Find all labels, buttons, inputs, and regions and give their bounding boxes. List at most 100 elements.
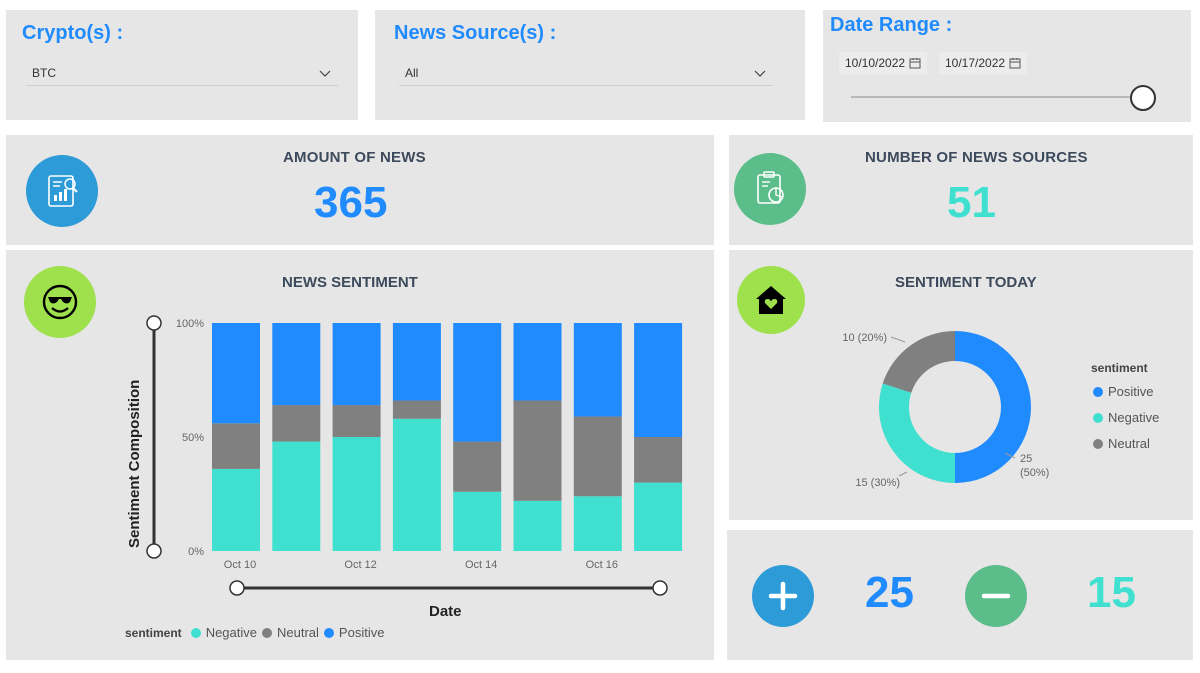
chevron-down-icon bbox=[754, 70, 766, 77]
legend-label-positive: Positive bbox=[1108, 384, 1154, 399]
x-axis-slider-handle-left[interactable] bbox=[229, 580, 245, 596]
x-tick-label: Oct 16 bbox=[586, 559, 618, 571]
legend-swatch-positive bbox=[1093, 386, 1103, 397]
bar-segment-positive[interactable] bbox=[272, 323, 321, 406]
legend-item-negative: Negative bbox=[1093, 410, 1159, 425]
donut-slice-neutral[interactable] bbox=[882, 331, 955, 393]
sentiment-today-legend-title: sentiment bbox=[1091, 361, 1148, 375]
bar-segment-neutral[interactable] bbox=[573, 416, 622, 497]
bar-segment-positive[interactable] bbox=[212, 323, 260, 424]
bar-segment-neutral[interactable] bbox=[513, 400, 562, 501]
bar-segment-positive[interactable] bbox=[573, 323, 622, 417]
bar-segment-negative[interactable] bbox=[272, 441, 321, 551]
negative-count-value: 15 bbox=[1087, 568, 1136, 617]
legend-swatch-negative bbox=[1093, 412, 1103, 423]
bar-segment-positive[interactable] bbox=[453, 323, 502, 442]
x-tick-label: Oct 14 bbox=[465, 559, 497, 571]
sunglasses-smiley-icon bbox=[24, 266, 96, 338]
crypto-filter-panel: Crypto(s) : BTC bbox=[6, 10, 358, 120]
news-sentiment-title: NEWS SENTIMENT bbox=[282, 274, 418, 291]
bar-segment-neutral[interactable] bbox=[634, 437, 683, 483]
bar-segment-neutral[interactable] bbox=[392, 400, 441, 419]
report-chart-icon bbox=[26, 155, 98, 227]
bar-segment-neutral[interactable] bbox=[212, 423, 260, 469]
legend-label-negative: Negative bbox=[1108, 410, 1160, 425]
date-range-slider-handle[interactable] bbox=[1130, 85, 1156, 111]
number-of-sources-card: NUMBER OF NEWS SOURCES 51 bbox=[729, 135, 1193, 245]
bar-segment-negative[interactable] bbox=[634, 482, 683, 551]
bar-segment-negative[interactable] bbox=[392, 418, 441, 551]
legend-swatch-neutral bbox=[262, 627, 272, 638]
news-source-filter-title: News Source(s) : bbox=[394, 22, 557, 44]
y-axis-slider-handle-bottom[interactable] bbox=[146, 543, 162, 559]
bar-segment-positive[interactable] bbox=[513, 323, 562, 401]
amount-of-news-value: 365 bbox=[314, 178, 388, 227]
news-sentiment-legend: sentiment Negative Neutral Positive bbox=[125, 625, 384, 640]
amount-of-news-card: AMOUNT OF NEWS 365 bbox=[6, 135, 714, 245]
end-date-input[interactable]: 10/17/2022 bbox=[939, 52, 1028, 74]
legend-swatch-neutral bbox=[1093, 438, 1103, 449]
number-of-sources-title: NUMBER OF NEWS SOURCES bbox=[865, 149, 1088, 166]
bar-segment-negative[interactable] bbox=[332, 437, 381, 551]
y-tick-label: 0% bbox=[188, 546, 204, 558]
x-tick-label: Oct 12 bbox=[344, 559, 376, 571]
legend-label-positive: Positive bbox=[338, 625, 385, 640]
x-axis-title: Date bbox=[429, 603, 462, 620]
donut-slice-positive[interactable] bbox=[955, 331, 1031, 483]
y-tick-label: 100% bbox=[176, 318, 204, 330]
number-of-sources-value: 51 bbox=[947, 178, 996, 227]
donut-slice-negative[interactable] bbox=[879, 383, 955, 483]
donut-data-label-negative: 15 (30%) bbox=[855, 477, 900, 489]
house-heart-icon bbox=[737, 266, 805, 334]
legend-item-neutral: Neutral bbox=[1093, 436, 1150, 451]
plus-icon bbox=[752, 565, 814, 627]
bar-segment-positive[interactable] bbox=[634, 323, 683, 437]
calendar-icon bbox=[1009, 58, 1021, 69]
sentiment-today-chart: 25 (50%) 15 (30%) 10 (20%) bbox=[842, 331, 1049, 489]
donut-label-leader bbox=[1004, 452, 1016, 459]
bar-segment-positive[interactable] bbox=[392, 323, 441, 401]
news-source-dropdown[interactable]: All bbox=[399, 60, 773, 86]
legend-item-positive: Positive bbox=[1093, 384, 1154, 399]
bar-segment-positive[interactable] bbox=[332, 323, 381, 406]
bar-segment-negative[interactable] bbox=[212, 468, 260, 551]
donut-data-label-neutral: 10 (20%) bbox=[842, 332, 887, 344]
news-sentiment-chart: 100% 50% 0% Oct 10 Oct 12 Oct 14 Oct 16 bbox=[146, 315, 683, 596]
bar-segment-negative[interactable] bbox=[513, 500, 562, 551]
crypto-dropdown[interactable]: BTC bbox=[26, 60, 338, 86]
donut-label-leader bbox=[898, 471, 908, 477]
crypto-filter-title: Crypto(s) : bbox=[22, 22, 124, 44]
news-source-dropdown-value: All bbox=[405, 65, 419, 80]
sentiment-today-card: SENTIMENT TODAY 25 (50%) 15 (30%) 10 (20%) … bbox=[729, 250, 1193, 520]
donut-data-label-positive: 25 bbox=[1020, 453, 1032, 465]
start-date-input[interactable]: 10/10/2022 bbox=[839, 52, 928, 74]
y-axis-title: Sentiment Composition bbox=[126, 379, 143, 548]
amount-of-news-title: AMOUNT OF NEWS bbox=[283, 149, 426, 166]
legend-title: sentiment bbox=[125, 625, 182, 640]
y-axis-slider-handle-top[interactable] bbox=[146, 315, 162, 331]
date-range-filter-title: Date Range : bbox=[830, 14, 953, 36]
calendar-icon bbox=[909, 58, 921, 69]
bar-segment-neutral[interactable] bbox=[272, 405, 321, 442]
news-source-filter-panel: News Source(s) : All bbox=[375, 10, 805, 120]
positive-count-value: 25 bbox=[865, 568, 914, 617]
y-tick-label: 50% bbox=[182, 432, 204, 444]
bar-segment-neutral[interactable] bbox=[332, 405, 381, 437]
sentiment-count-card: 25 15 bbox=[727, 530, 1193, 660]
clipboard-pie-icon bbox=[734, 153, 806, 225]
end-date-value: 10/17/2022 bbox=[945, 56, 1006, 70]
bar-segment-neutral[interactable] bbox=[453, 441, 502, 492]
donut-data-label-positive-pct: (50%) bbox=[1020, 467, 1049, 479]
minus-icon bbox=[965, 565, 1027, 627]
legend-label-negative: Negative bbox=[205, 625, 257, 640]
date-range-filter-panel: Date Range : 10/10/2022 10/17/2022 bbox=[823, 10, 1191, 122]
crypto-dropdown-value: BTC bbox=[32, 65, 56, 80]
legend-label-neutral: Neutral bbox=[277, 625, 319, 640]
date-range-slider-track[interactable] bbox=[851, 96, 1151, 98]
x-axis-slider-handle-right[interactable] bbox=[652, 580, 668, 596]
start-date-value: 10/10/2022 bbox=[845, 56, 906, 70]
sentiment-today-title: SENTIMENT TODAY bbox=[895, 274, 1037, 291]
bar-segment-negative[interactable] bbox=[453, 491, 502, 551]
legend-label-neutral: Neutral bbox=[1108, 436, 1150, 451]
bar-segment-negative[interactable] bbox=[573, 496, 622, 551]
